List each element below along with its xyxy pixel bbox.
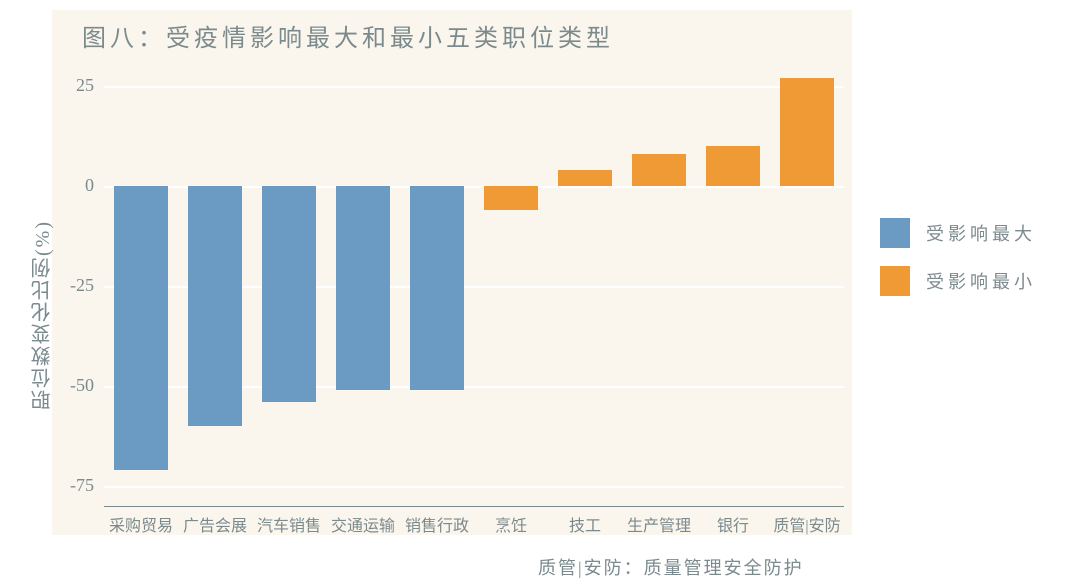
x-tick-label: 采购贸易 bbox=[104, 512, 178, 536]
bar bbox=[484, 186, 537, 210]
x-axis-line bbox=[104, 506, 844, 507]
legend-item: 受影响最大 bbox=[880, 218, 1036, 248]
plot-area: -75-50-25025采购贸易广告会展汽车销售交通运输销售行政烹饪技工生产管理… bbox=[104, 66, 844, 506]
legend-item: 受影响最小 bbox=[880, 266, 1036, 296]
chart-title: 图八：受疫情影响最大和最小五类职位类型 bbox=[82, 18, 614, 53]
x-tick-label: 生产管理 bbox=[622, 512, 696, 536]
y-tick-label: -75 bbox=[54, 475, 94, 496]
chart-container: 图八：受疫情影响最大和最小五类职位类型 职位数变化比例(%) -75-50-25… bbox=[0, 0, 1080, 588]
y-tick-label: -50 bbox=[54, 375, 94, 396]
bar bbox=[706, 146, 759, 186]
bar bbox=[336, 186, 389, 390]
legend-swatch bbox=[880, 266, 910, 296]
legend-label: 受影响最小 bbox=[926, 268, 1036, 294]
grid-line bbox=[104, 486, 844, 488]
bar bbox=[410, 186, 463, 390]
grid-line bbox=[104, 86, 844, 88]
legend-swatch bbox=[880, 218, 910, 248]
x-tick-label: 技工 bbox=[548, 512, 622, 536]
bar bbox=[632, 154, 685, 186]
y-axis-label: 职位数变化比例(%) bbox=[28, 190, 57, 410]
x-tick-label: 质管|安防 bbox=[770, 512, 844, 536]
bar bbox=[558, 170, 611, 186]
x-tick-label: 烹饪 bbox=[474, 512, 548, 536]
y-tick-label: -25 bbox=[54, 275, 94, 296]
x-tick-label: 交通运输 bbox=[326, 512, 400, 536]
bar bbox=[262, 186, 315, 402]
bar bbox=[188, 186, 241, 426]
x-tick-label: 销售行政 bbox=[400, 512, 474, 536]
bar bbox=[780, 78, 833, 186]
legend: 受影响最大受影响最小 bbox=[880, 218, 1036, 314]
x-tick-label: 汽车销售 bbox=[252, 512, 326, 536]
legend-label: 受影响最大 bbox=[926, 220, 1036, 246]
y-tick-label: 25 bbox=[54, 75, 94, 96]
bar bbox=[114, 186, 167, 470]
x-tick-label: 银行 bbox=[696, 512, 770, 536]
footnote: 质管|安防：质量管理安全防护 bbox=[538, 554, 804, 580]
y-tick-label: 0 bbox=[54, 175, 94, 196]
x-tick-label: 广告会展 bbox=[178, 512, 252, 536]
